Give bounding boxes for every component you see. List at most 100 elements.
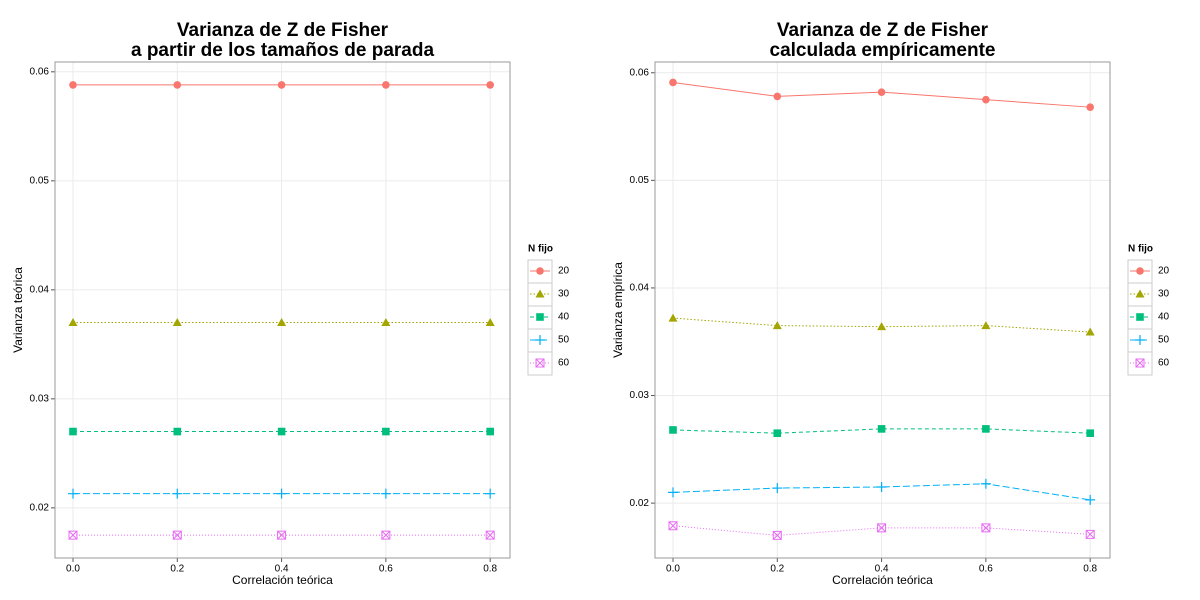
marker [381,530,391,540]
marker [877,322,887,331]
marker [772,530,782,540]
plot-background [55,62,510,558]
marker [773,92,782,101]
marker [981,321,991,330]
plot-background [655,62,1110,558]
marker [668,313,678,322]
marker [1135,289,1145,298]
x-tick-label: 0.8 [483,564,497,575]
marker [667,487,678,498]
legend-label: 60 [558,358,570,369]
legend-label: 30 [1158,289,1170,300]
marker [669,78,677,87]
legend-label: 60 [1158,358,1170,369]
marker [485,488,496,499]
x-tick-label: 0.2 [170,564,184,575]
marker [1085,327,1095,336]
legend-label: 30 [558,289,570,300]
x-tick-label: 0.0 [66,564,80,575]
marker [1086,103,1094,111]
legend-title: N fijo [528,244,553,255]
marker [172,318,182,327]
x-tick-label: 0.6 [979,564,993,575]
marker [381,318,391,327]
legend-label: 20 [1158,266,1170,277]
marker [69,427,77,436]
marker [1086,429,1094,437]
marker [486,81,494,89]
marker [669,426,677,434]
x-tick-label: 0.4 [275,564,289,575]
legend-label: 50 [558,335,570,346]
marker [382,81,390,89]
marker [485,530,495,540]
x-tick-label: 0.8 [1083,564,1097,575]
marker [535,335,545,345]
marker [877,88,886,96]
marker [982,95,990,104]
marker [173,81,182,89]
marker [535,358,545,368]
marker [1085,529,1095,539]
marker [877,425,886,433]
marker [485,318,495,327]
marker [173,427,182,436]
marker [277,318,287,327]
marker [277,81,286,89]
series-line [672,525,1091,536]
x-axis-label: Correlación teórica [232,573,333,587]
y-tick-label: 0.06 [30,66,50,77]
y-tick-label: 0.04 [30,284,50,295]
x-tick-label: 0.4 [875,564,889,575]
y-tick-label: 0.03 [30,393,50,404]
chart-title: Varianza de Z de Fisher [777,20,989,41]
legend-label: 50 [1158,335,1170,346]
marker [1136,267,1144,275]
legend-title: N fijo [1128,244,1153,255]
marker [1135,358,1145,368]
marker [382,427,390,436]
y-tick-label: 0.02 [30,502,50,513]
marker [1135,335,1145,345]
y-tick-label: 0.02 [630,498,650,509]
y-tick-label: 0.04 [630,283,650,294]
plot-border [54,61,511,559]
y-tick-label: 0.05 [630,175,650,186]
y-tick-label: 0.03 [630,390,650,401]
marker [536,267,544,275]
marker [981,523,991,533]
x-tick-label: 0.6 [379,564,393,575]
marker [772,483,783,494]
marker [277,530,287,540]
marker [380,488,391,499]
marker [536,313,544,321]
marker [773,429,782,437]
y-axis-label: Varianza teórica [11,267,25,353]
marker [172,488,183,499]
y-axis-label: Varianza empírica [611,262,625,358]
y-tick-label: 0.05 [30,175,50,186]
marker [1136,313,1144,321]
legend-label: 40 [558,312,570,323]
marker [67,488,78,499]
marker [172,530,182,540]
marker [486,427,494,436]
marker [1085,494,1096,505]
chart-title: calculada empíricamente [770,40,996,61]
marker [535,289,545,298]
x-tick-label: 0.2 [770,564,784,575]
marker [876,481,887,492]
marker [276,488,287,499]
x-tick-label: 0.0 [666,564,680,575]
marker [980,478,991,489]
plot-border [654,61,1111,559]
marker [668,521,678,531]
marker [68,530,78,540]
marker [69,81,77,89]
y-tick-label: 0.06 [630,67,650,78]
marker [877,523,887,533]
marker [68,318,78,327]
